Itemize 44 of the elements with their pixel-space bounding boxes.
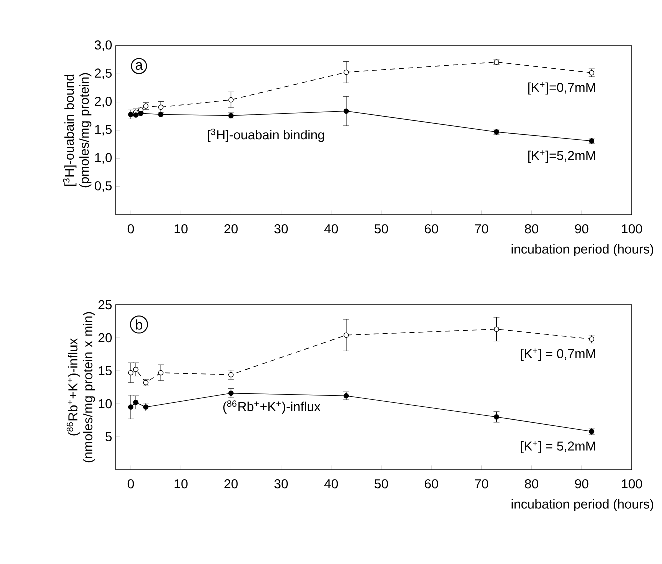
y-tick-label: 25: [98, 300, 112, 310]
x-tick-label: 60: [425, 224, 438, 234]
x-tick-label: 20: [224, 224, 238, 234]
y-axis-title: [$^{3}$H]-ouabain bound (pmoles/mg protein): [63, 73, 92, 188]
annotation: ($^{86}$Rb$^{+}$+K$^{+}$)-influx: [224, 400, 321, 414]
x-tick-label: 40: [324, 224, 338, 234]
series-label: [K$^{+}$] = 5,2mM: [521, 441, 596, 454]
x-tick-label: 0: [128, 479, 134, 489]
x-tick-label: 50: [374, 479, 388, 489]
annotation: b: [136, 320, 143, 330]
x-tick-label: 0: [128, 224, 134, 234]
y-tick-label: 1,5: [95, 125, 112, 136]
x-tick-label: 90: [575, 224, 589, 234]
y-tick-label: 20: [98, 333, 112, 343]
y-tick-label: 5: [106, 432, 112, 442]
x-tick-label: 40: [324, 479, 338, 489]
y-tick-label: 1,0: [95, 153, 112, 164]
series-label: [K$^{+}$]=5,2mM: [528, 150, 596, 163]
x-tick-label: 20: [224, 479, 238, 489]
y-tick-label: 2,0: [95, 96, 112, 108]
series-label: [K$^{+}$] = 0,7mM: [521, 348, 596, 362]
x-tick-label: 100: [622, 479, 642, 489]
y-tick-label: 0,5: [94, 181, 112, 192]
series-label: [K$^{+}$]=0,7mM: [528, 82, 596, 95]
x-axis-title: incubation period (hours): [512, 244, 654, 256]
x-tick-label: 10: [174, 479, 188, 489]
y-tick-label: 10: [99, 399, 112, 409]
y-tick-label: 15: [99, 366, 112, 376]
x-tick-label: 100: [622, 224, 642, 234]
x-tick-label: 10: [174, 224, 188, 234]
x-tick-label: 80: [525, 479, 539, 489]
x-tick-label: 30: [274, 479, 288, 489]
x-tick-label: 80: [525, 224, 539, 234]
y-tick-label: 2,5: [95, 68, 112, 80]
annotation: [$^{3}$H]-ouabain binding: [208, 128, 324, 142]
x-tick-label: 90: [575, 479, 589, 489]
annotation: a: [136, 62, 144, 70]
x-tick-label: 70: [475, 224, 488, 234]
y-tick-label: 3,0: [94, 40, 112, 52]
x-tick-label: 30: [274, 224, 288, 234]
x-tick-label: 50: [374, 224, 388, 234]
x-tick-label: 70: [475, 479, 488, 489]
x-axis-title: incubation period (hours): [512, 499, 654, 512]
x-tick-label: 60: [425, 479, 438, 489]
